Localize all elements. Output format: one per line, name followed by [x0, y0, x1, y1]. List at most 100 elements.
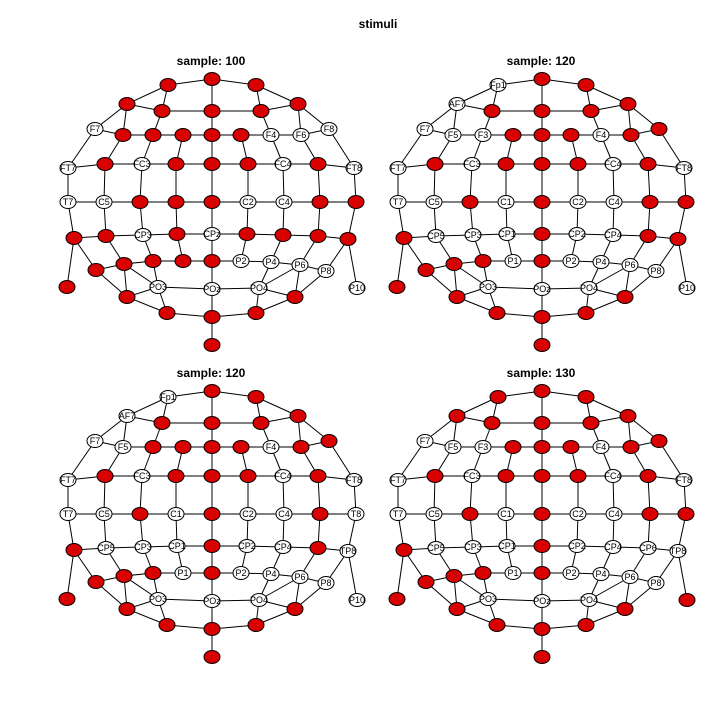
- electrode-cp6: [639, 229, 657, 243]
- electrode-f5: [114, 128, 132, 142]
- electrode-node: [533, 650, 551, 664]
- electrode-node: [131, 507, 149, 521]
- electrode-node: [445, 569, 463, 583]
- electrode-node: [417, 575, 435, 589]
- electrode-node: [291, 258, 309, 272]
- electrode-node: [348, 593, 366, 607]
- electrode-af8: [619, 97, 637, 111]
- electrode-edge: [66, 549, 75, 600]
- electrode-ft7: FT7: [59, 473, 77, 487]
- electrode-node: [425, 195, 443, 209]
- electrode-c1: C1: [497, 507, 515, 521]
- electrode-label: PO3: [479, 594, 497, 604]
- electrode-po7: [118, 602, 136, 616]
- electrode-label: C4: [608, 197, 620, 207]
- electrode-node: [149, 592, 167, 606]
- electrode-fc2: [239, 157, 257, 171]
- electrode-fc2: [569, 469, 587, 483]
- electrode-node: [677, 507, 695, 521]
- electrode-label: FC3: [133, 159, 150, 169]
- electrode-node: [448, 97, 466, 111]
- electrode-fc4: FC4: [274, 157, 292, 171]
- electrode-node: [203, 338, 221, 352]
- electrode-edge: [328, 440, 355, 481]
- electrode-label: CP2: [568, 229, 586, 239]
- electrode-fpz: [203, 72, 221, 86]
- electrode-node: [168, 539, 186, 553]
- electrode-t7: T7: [389, 195, 407, 209]
- electrode-fp2: [247, 390, 265, 404]
- electrode-fc4: FC4: [274, 469, 292, 483]
- electrode-node: [239, 507, 257, 521]
- electrode-edge: [487, 598, 543, 602]
- electrode-label: F3: [478, 130, 489, 140]
- electrode-cp2: CP2: [568, 227, 586, 241]
- electrode-node: [167, 195, 185, 209]
- panel-title: sample: 120: [177, 366, 246, 380]
- electrode-c5: C5: [95, 507, 113, 521]
- electrode-afz: [203, 416, 221, 430]
- electrode-p7: [87, 263, 105, 277]
- electrode-fcz: [203, 157, 221, 171]
- electrode-f8: [320, 434, 338, 448]
- electrode-label: TP8: [670, 546, 687, 556]
- electrode-po4: PO4: [250, 593, 268, 607]
- electrode-node: [250, 281, 268, 295]
- electrode-fc3: FC3: [133, 469, 151, 483]
- electrode-node: [345, 473, 363, 487]
- electrode-label: F4: [266, 130, 277, 140]
- electrode-label: F4: [596, 442, 607, 452]
- electrode-node: [389, 195, 407, 209]
- electrode-node: [286, 602, 304, 616]
- electrode-c5: C5: [425, 507, 443, 521]
- electrode-node: [311, 507, 329, 521]
- electrode-node: [647, 264, 665, 278]
- electrode-node: [562, 440, 580, 454]
- electrode-label: F3: [478, 442, 489, 452]
- electrode-node: [118, 97, 136, 111]
- electrode-label: P2: [235, 256, 246, 266]
- electrode-label: P8: [320, 266, 331, 276]
- electrode-edge: [157, 598, 213, 602]
- electrode-p8: P8: [317, 264, 335, 278]
- electrode-edge: [487, 286, 543, 290]
- electrode-label: F5: [448, 130, 459, 140]
- electrode-fcz: [533, 469, 551, 483]
- electrode-node: [444, 440, 462, 454]
- electrode-node: [426, 157, 444, 171]
- electrode-node: [533, 539, 551, 553]
- electrode-node: [203, 469, 221, 483]
- electrode-p10: [678, 593, 696, 607]
- electrode-node: [134, 228, 152, 242]
- electrode-edge: [157, 286, 213, 290]
- electrode-label: P4: [265, 569, 276, 579]
- electrode-node: [580, 281, 598, 295]
- electrode-label: FT8: [346, 163, 362, 173]
- electrode-label: P2: [235, 568, 246, 578]
- electrode-node: [577, 390, 595, 404]
- electrode-node: [616, 602, 634, 616]
- electrode-c6: [311, 195, 329, 209]
- electrode-p4: P4: [262, 255, 280, 269]
- electrode-p5: [445, 569, 463, 583]
- electrode-f1: [504, 128, 522, 142]
- electrode-c3: [461, 507, 479, 521]
- electrode-cp4: CP4: [604, 228, 622, 242]
- electrode-p9: [388, 280, 406, 294]
- electrode-fc3: FC3: [463, 469, 481, 483]
- electrode-tp7: [65, 231, 83, 245]
- electrode-p5: [115, 257, 133, 271]
- electrode-f5: F5: [444, 440, 462, 454]
- electrode-edge: [328, 128, 355, 169]
- electrode-node: [479, 592, 497, 606]
- electrode-ft7: FT7: [389, 161, 407, 175]
- electrode-label: C4: [608, 509, 620, 519]
- electrode-fpz: [533, 72, 551, 86]
- electrode-p10: P10: [678, 281, 696, 295]
- electrode-label: AF7: [449, 99, 466, 109]
- electrode-f3: F3: [474, 440, 492, 454]
- electrode-node: [463, 157, 481, 171]
- electrode-label: F7: [420, 124, 431, 134]
- electrode-fc1: [167, 469, 185, 483]
